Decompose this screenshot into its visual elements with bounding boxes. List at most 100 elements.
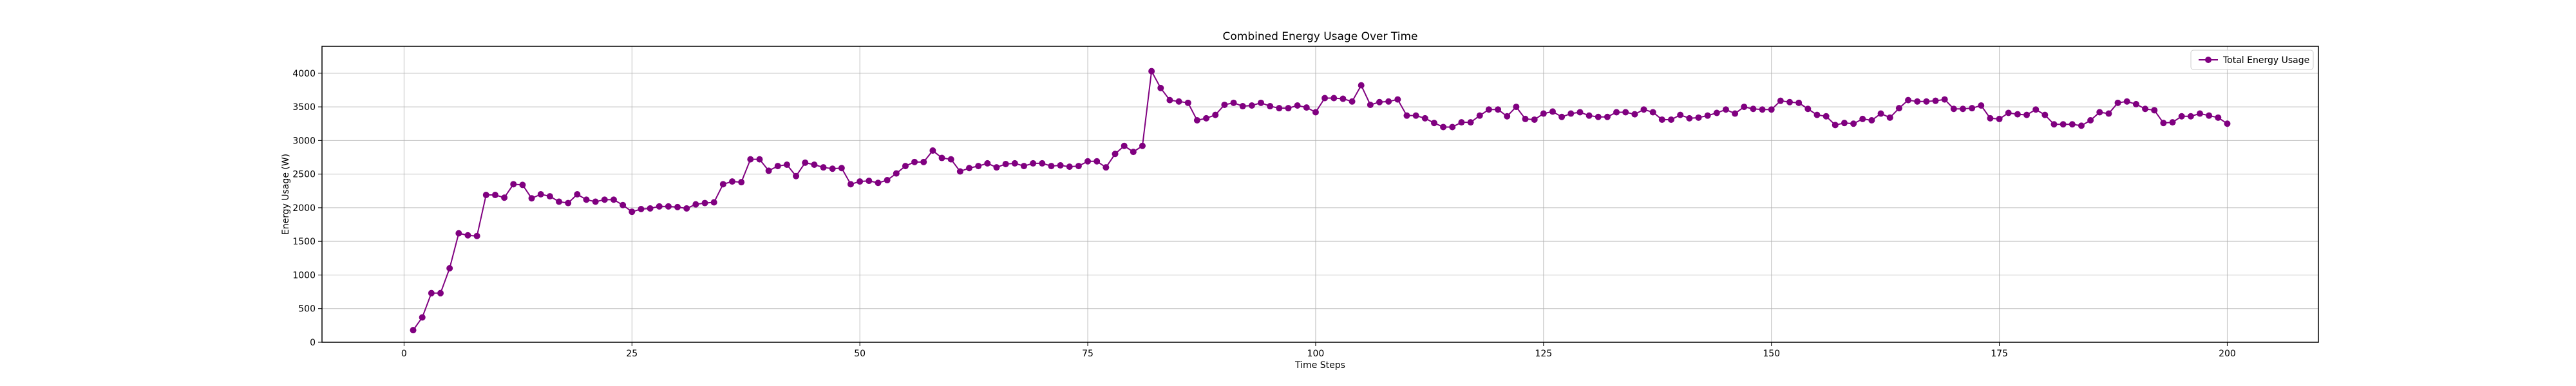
data-point: [1677, 111, 1684, 118]
data-point: [1367, 101, 1374, 108]
data-point: [1531, 116, 1538, 123]
y-tick-label: 1000: [292, 270, 316, 280]
grid-layer: [322, 46, 2318, 343]
data-point: [2123, 98, 2130, 105]
data-point: [820, 164, 827, 171]
data-point: [738, 179, 745, 186]
y-tick-label: 3500: [292, 102, 316, 113]
data-point: [1193, 117, 1200, 124]
y-axis-label: Energy Usage (W): [281, 154, 291, 235]
data-point: [1331, 95, 1338, 102]
data-point: [902, 163, 909, 170]
data-point: [1358, 82, 1365, 89]
data-point: [2206, 112, 2213, 119]
data-point: [802, 159, 809, 166]
data-point: [1604, 113, 1611, 120]
data-point: [1722, 106, 1729, 113]
data-point: [1914, 98, 1921, 105]
data-point: [1057, 162, 1064, 169]
data-point: [1923, 98, 1930, 105]
x-tick-label: 150: [1763, 349, 1780, 359]
data-point: [1394, 96, 1401, 103]
x-tick-label: 25: [626, 349, 638, 359]
data-point: [2069, 121, 2076, 128]
data-point: [1850, 120, 1857, 127]
data-point: [1577, 109, 1584, 116]
legend: Total Energy Usage: [2190, 50, 2314, 70]
data-point: [665, 203, 672, 210]
data-point: [1932, 97, 1939, 104]
data-point: [911, 158, 918, 165]
data-point: [1294, 102, 1301, 109]
data-point: [848, 181, 854, 188]
data-point: [2105, 110, 2112, 117]
data-point: [1157, 84, 1164, 91]
data-point: [2060, 121, 2067, 128]
data-point: [482, 192, 489, 199]
data-point: [647, 205, 654, 212]
data-point: [455, 230, 462, 237]
y-tick-label: 0: [310, 338, 316, 348]
x-tick-label: 100: [1307, 349, 1325, 359]
data-point: [519, 181, 526, 188]
data-point: [1175, 98, 1182, 105]
data-point: [1558, 113, 1566, 120]
data-point: [728, 178, 735, 185]
data-point: [1886, 114, 1893, 121]
data-point: [629, 208, 636, 216]
data-point: [1166, 96, 1173, 104]
data-point: [747, 156, 754, 163]
data-point: [510, 181, 517, 188]
data-point: [683, 205, 690, 212]
x-tick-label: 125: [1535, 349, 1552, 359]
data-point: [1549, 108, 1556, 115]
data-point: [1504, 113, 1511, 120]
data-point: [811, 161, 818, 168]
data-point: [1203, 115, 1210, 122]
data-point: [966, 165, 973, 172]
data-point: [1695, 114, 1702, 121]
data-point: [1184, 99, 1191, 106]
data-point: [1030, 160, 1037, 167]
x-tick-label: 0: [401, 349, 407, 359]
data-point: [1440, 124, 1447, 131]
data-point: [1795, 99, 1803, 106]
data-point: [1321, 95, 1329, 102]
data-point: [2196, 110, 2203, 117]
x-tick-label: 175: [1991, 349, 2008, 359]
data-point: [2014, 111, 2021, 118]
data-point: [1777, 97, 1784, 104]
data-point: [765, 167, 772, 174]
data-point: [774, 163, 781, 170]
data-point: [419, 314, 426, 321]
data-point: [1020, 163, 1027, 170]
data-point: [1859, 115, 1866, 122]
data-point: [2224, 120, 2231, 127]
data-point: [1823, 113, 1830, 120]
data-point: [829, 165, 836, 172]
data-point: [428, 290, 435, 297]
data-point: [1285, 105, 1292, 112]
data-point: [956, 168, 963, 175]
data-point: [1741, 104, 1748, 111]
data-point: [473, 232, 480, 239]
data-point: [866, 178, 873, 185]
data-point: [692, 201, 699, 208]
data-point: [1732, 110, 1739, 117]
y-tick-label: 2500: [292, 170, 316, 180]
data-point: [893, 170, 900, 177]
x-tick-label: 50: [854, 349, 866, 359]
data-point: [1941, 96, 1948, 103]
data-point: [1458, 119, 1465, 126]
data-point: [1421, 115, 1428, 122]
data-point: [1084, 158, 1092, 165]
data-point: [1832, 122, 1839, 129]
data-point: [2050, 121, 2058, 128]
data-point: [1905, 96, 1912, 104]
data-point: [1485, 106, 1492, 113]
data-point: [1713, 109, 1720, 116]
data-point: [1877, 110, 1884, 117]
data-point: [1276, 105, 1283, 112]
